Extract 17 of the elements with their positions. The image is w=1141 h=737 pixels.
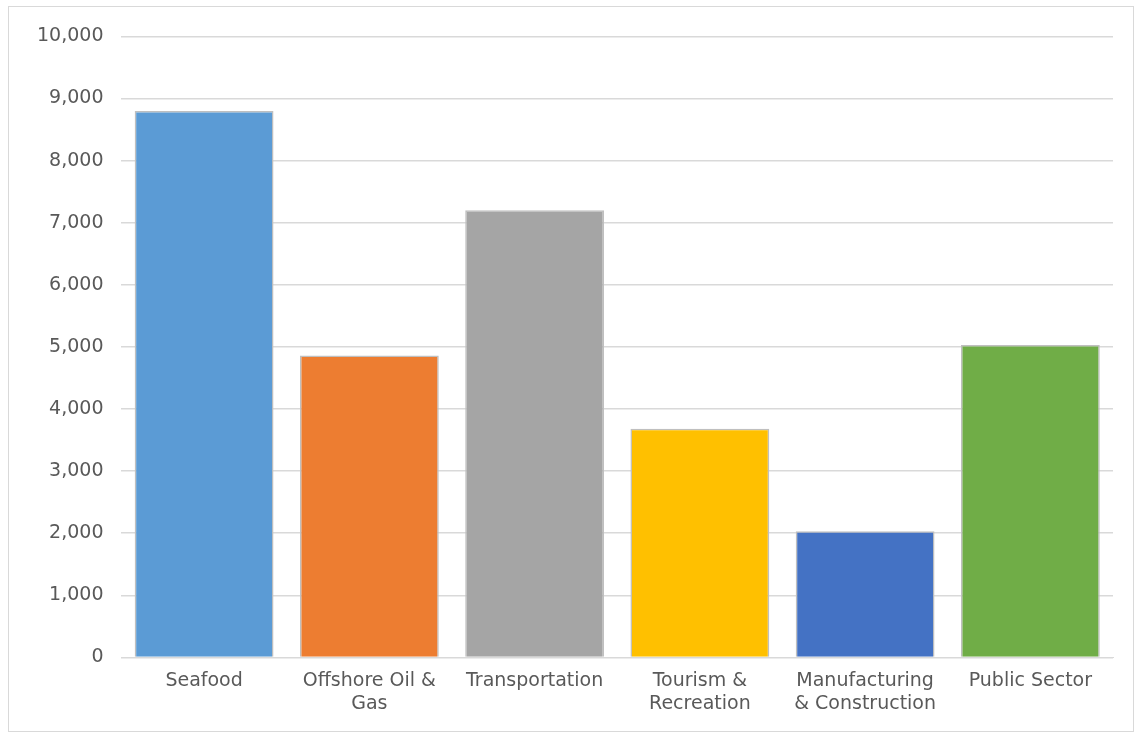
y-tick-label: 2,000 <box>49 520 104 543</box>
y-tick-label: 7,000 <box>49 209 104 232</box>
y-tick-label: 1,000 <box>49 582 104 605</box>
y-tick-label: 5,000 <box>49 333 104 356</box>
x-tick-label: Transportation <box>465 667 604 690</box>
x-tick-label: Public Sector <box>968 667 1093 690</box>
y-tick-label: 8,000 <box>49 147 104 170</box>
x-tick-label: Manufacturing & Construction <box>794 667 937 713</box>
y-tick-label: 4,000 <box>49 395 104 418</box>
y-tick-label: 6,000 <box>49 271 104 294</box>
x-tick-label: Seafood <box>165 667 243 690</box>
x-tick-label: Offshore Oil & Gas <box>302 667 437 713</box>
y-tick-label: 0 <box>91 644 104 667</box>
y-tick-label: 9,000 <box>49 85 104 108</box>
y-tick-label: 3,000 <box>49 458 104 481</box>
x-tick-label: Tourism & Recreation <box>649 667 751 713</box>
y-tick-label: 10,000 <box>37 23 104 46</box>
